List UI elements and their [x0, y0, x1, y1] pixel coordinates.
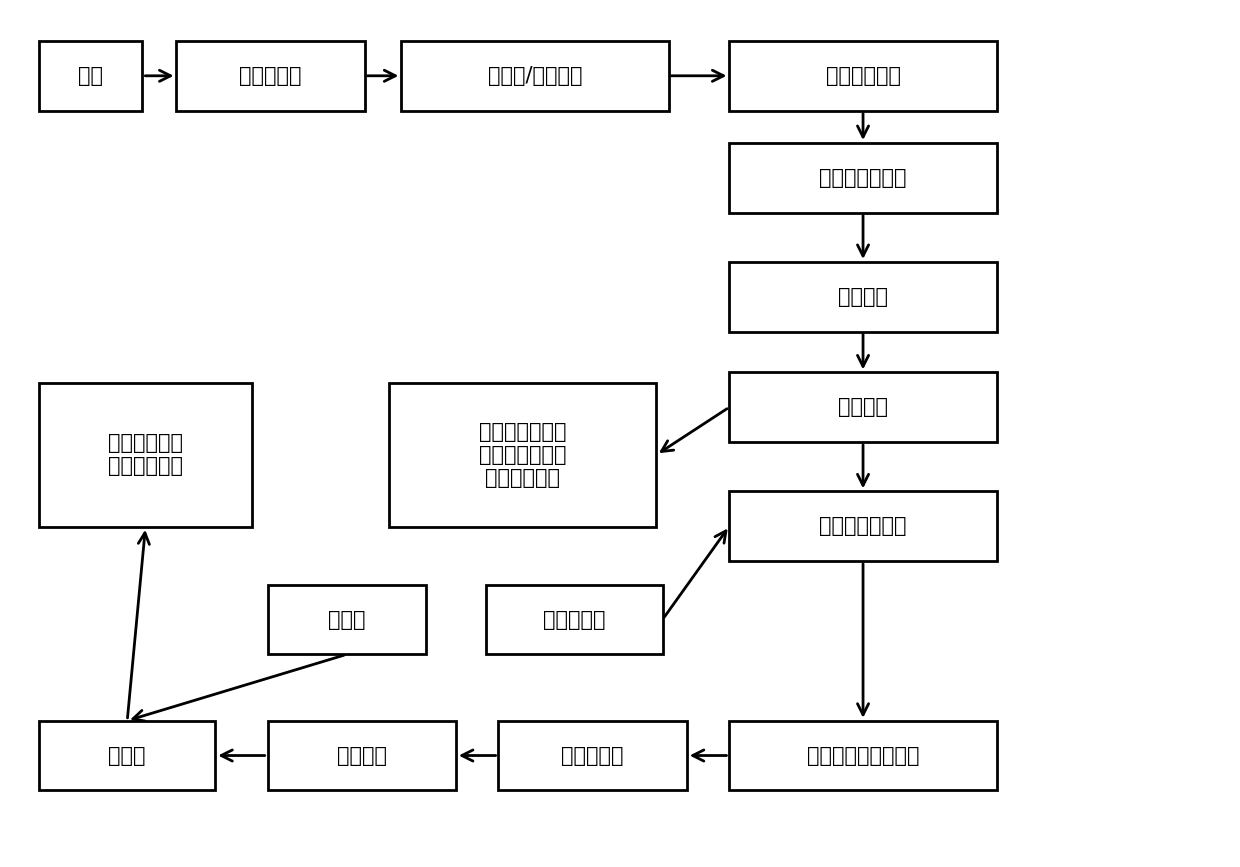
Text: 化学预浸渍处理: 化学预浸渍处理 [820, 516, 906, 536]
Text: 麦草: 麦草 [78, 66, 103, 86]
FancyBboxPatch shape [729, 143, 997, 212]
FancyBboxPatch shape [40, 720, 216, 791]
FancyBboxPatch shape [40, 382, 252, 527]
FancyBboxPatch shape [268, 720, 456, 791]
Text: 一段、二段磨解处理: 一段、二段磨解处理 [807, 746, 919, 766]
Text: 收集挤出液用于
半纤维素及木素
的分离和利用: 收集挤出液用于 半纤维素及木素 的分离和利用 [479, 421, 567, 488]
Text: 酶水解: 酶水解 [108, 746, 146, 766]
Text: 预浸渍药液: 预浸渍药液 [543, 610, 605, 629]
FancyBboxPatch shape [402, 41, 668, 111]
Text: 酶水解液的收
集和后续利用: 酶水解液的收 集和后续利用 [108, 434, 184, 476]
Text: 筛选、分离: 筛选、分离 [562, 746, 624, 766]
FancyBboxPatch shape [40, 41, 143, 111]
Text: 蒸煮处理: 蒸煮处理 [838, 287, 888, 307]
Text: 磨浆处理: 磨浆处理 [337, 746, 387, 766]
FancyBboxPatch shape [268, 584, 425, 655]
FancyBboxPatch shape [729, 372, 997, 442]
FancyBboxPatch shape [729, 492, 997, 561]
Text: 螺旋挤压: 螺旋挤压 [838, 397, 888, 417]
FancyBboxPatch shape [729, 720, 997, 791]
Text: 切断、筛选: 切断、筛选 [239, 66, 301, 86]
FancyBboxPatch shape [486, 584, 662, 655]
FancyBboxPatch shape [389, 382, 656, 527]
Text: 螺旋挤压处理: 螺旋挤压处理 [826, 66, 900, 86]
FancyBboxPatch shape [729, 262, 997, 331]
FancyBboxPatch shape [176, 41, 365, 111]
Text: 预汽蒸/热水浸泡: 预汽蒸/热水浸泡 [487, 66, 583, 86]
FancyBboxPatch shape [729, 41, 997, 111]
Text: 稀酸或碱预处理: 稀酸或碱预处理 [820, 167, 906, 188]
Text: 生物酶: 生物酶 [327, 610, 366, 629]
FancyBboxPatch shape [498, 720, 687, 791]
